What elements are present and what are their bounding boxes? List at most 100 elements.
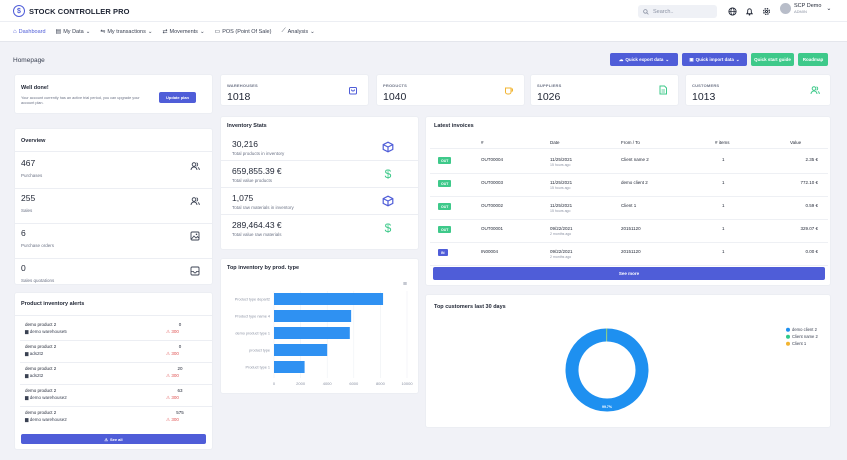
nav-my-transactions[interactable]: ⇋ My transactions ⌄ bbox=[100, 28, 152, 36]
alert-warehouse: ads2t2 bbox=[29, 373, 44, 378]
nav-analysis[interactable]: ⟋ Analysis ⌄ bbox=[281, 28, 314, 35]
quick-export-button[interactable]: ☁ Quick export data ⌄ bbox=[610, 53, 678, 66]
overview-sales-quotations[interactable]: 0 Sales quotations bbox=[15, 256, 212, 294]
search-input[interactable]: Search.. bbox=[638, 5, 717, 18]
alert-row[interactable]: demo product 2 ▆ demo warehouse5 0 ⚠ 300 bbox=[20, 319, 213, 341]
user-menu[interactable]: SCP Demo ADMIN ⌄ bbox=[780, 3, 831, 14]
invoice-date: 11/25/2021 bbox=[550, 180, 573, 185]
update-plan-button[interactable]: Update plan bbox=[159, 92, 196, 103]
alert-quantity: 63 bbox=[177, 388, 183, 393]
inventory-stat-label: Total value raw materials bbox=[232, 232, 282, 237]
legend-marker bbox=[786, 327, 790, 332]
roadmap-button[interactable]: Roadmap bbox=[798, 53, 828, 66]
chevron-down-icon: ⌄ bbox=[310, 28, 315, 35]
overview-sales[interactable]: 255 Sales bbox=[15, 186, 212, 224]
invoice-items: 1 bbox=[722, 180, 725, 185]
inventory-stat-value: 289,464.43 € bbox=[232, 220, 282, 230]
overview-purchases[interactable]: 467 Purchases bbox=[15, 151, 212, 189]
column-header-number: # bbox=[481, 140, 484, 145]
quick-import-button[interactable]: ▣ Quick import data ⌄ bbox=[682, 53, 747, 66]
invoice-row[interactable]: OUT OUT00001 09/22/2021 2 months ago 2015… bbox=[430, 221, 828, 243]
avatar bbox=[780, 3, 791, 14]
invoice-row[interactable]: OUT OUT00003 11/25/2021 15 hours ago demo… bbox=[430, 175, 828, 197]
stat-card-warehouses[interactable]: WAREHOUSES 1018 bbox=[220, 74, 369, 106]
inventory-stat-row: 30,216 Total products in inventory bbox=[221, 134, 418, 161]
nav-my-data[interactable]: ▤ My Data ⌄ bbox=[55, 28, 91, 36]
legend-marker bbox=[786, 341, 790, 346]
invoice-date: 11/25/2021 bbox=[550, 157, 573, 162]
see-all-button[interactable]: ⚠ See all bbox=[21, 434, 206, 444]
alert-quantity: 20 bbox=[177, 366, 183, 371]
invoice-type-badge: IN bbox=[438, 249, 448, 256]
invoice-number: OUT00004 bbox=[481, 157, 504, 162]
alert-row[interactable]: demo product 2 ▆ demo warehouse2 575 ⚠ 3… bbox=[20, 407, 213, 429]
category-label: Product type name 4 bbox=[235, 315, 270, 319]
alert-limit: 300 bbox=[171, 373, 179, 378]
inventory-stats-title: Inventory Stats bbox=[227, 123, 267, 129]
invoice-party: 20151120 bbox=[621, 249, 641, 254]
alert-product: demo product 2 bbox=[25, 410, 57, 415]
column-header-from-to: From / To bbox=[621, 140, 640, 145]
nav-label: Dashboard bbox=[18, 28, 46, 35]
see-more-button[interactable]: See more bbox=[433, 267, 825, 280]
bell-icon[interactable] bbox=[744, 6, 754, 16]
box-icon bbox=[382, 195, 394, 207]
warning-icon: ⚠ bbox=[166, 351, 171, 356]
invoice-row[interactable]: IN IN00004 09/22/2021 2 months ago 201511… bbox=[430, 244, 828, 266]
globe-icon[interactable] bbox=[727, 6, 737, 16]
chevron-down-icon: ⌄ bbox=[826, 6, 832, 12]
category-label: product type bbox=[249, 349, 270, 353]
bar bbox=[274, 344, 328, 356]
alert-row[interactable]: demo product 2 ▆ ads2t2 20 ⚠ 300 bbox=[20, 363, 213, 385]
nav-label: Analysis bbox=[287, 28, 309, 35]
legend-label: Client name 2 bbox=[792, 334, 819, 339]
bar bbox=[274, 327, 350, 339]
invoice-number: OUT00003 bbox=[481, 180, 504, 185]
nav-movements[interactable]: ⇄ Movements ⌄ bbox=[162, 28, 204, 36]
x-tick-label: 0 bbox=[273, 381, 276, 386]
chevron-down-icon: ⌄ bbox=[665, 56, 670, 62]
alert-row[interactable]: demo product 2 ▆ demo warehouse2 63 ⚠ 30… bbox=[20, 385, 213, 407]
stat-value: 1026 bbox=[537, 91, 561, 103]
pie-chart: 99.7% demo client 2 Client name 2 Client 1 bbox=[565, 327, 819, 412]
inventory-stat-row: 1,075 Total raw materials in inventory bbox=[221, 188, 418, 215]
legend-label: Client 1 bbox=[792, 341, 807, 346]
alert-row[interactable]: demo product 2 ▆ ads2t2 0 ⚠ 300 bbox=[20, 341, 213, 363]
user-name: SCP Demo bbox=[794, 3, 822, 9]
gear-icon[interactable] bbox=[761, 6, 771, 16]
app-logo[interactable]: $ STOCK CONTROLLER PRO bbox=[13, 5, 130, 17]
page-title: Homepage bbox=[13, 57, 45, 64]
invoice-row[interactable]: OUT OUT00004 11/25/2021 15 hours ago Clie… bbox=[430, 152, 828, 174]
warning-icon: ⚠ bbox=[166, 395, 171, 400]
see-all-label: See all bbox=[109, 436, 123, 442]
alert-product: demo product 2 bbox=[25, 366, 57, 371]
database-icon: ▤ bbox=[55, 29, 62, 35]
home-icon: ⌂ bbox=[13, 28, 17, 35]
slice-label: 99.7% bbox=[602, 405, 613, 409]
warning-icon: ⚠ bbox=[166, 373, 171, 378]
x-tick-label: 6000 bbox=[349, 381, 359, 386]
nav-dashboard[interactable]: ⌂ Dashboard bbox=[13, 29, 46, 35]
nav-pos[interactable]: ▭ POS (Point Of Sale) bbox=[215, 28, 272, 36]
bar bbox=[274, 310, 352, 322]
invoice-value: 0.00 € bbox=[805, 249, 818, 254]
invoice-row[interactable]: OUT OUT00002 11/25/2021 15 hours ago Clie… bbox=[430, 198, 828, 220]
stat-card-suppliers[interactable]: SUPPLIERS 1026 bbox=[530, 74, 679, 106]
stat-value: 1040 bbox=[383, 91, 407, 103]
invoice-date: 11/25/2021 bbox=[550, 203, 573, 208]
x-tick-label: 10000 bbox=[401, 381, 413, 386]
alert-limit: 300 bbox=[171, 329, 179, 334]
quick-start-guide-button[interactable]: Quick start guide bbox=[751, 53, 794, 66]
overview-purchase-orders[interactable]: 6 Purchase orders bbox=[15, 221, 212, 259]
overview-card: Overview 467 Purchases 255 Sales 6 Purch… bbox=[14, 128, 213, 285]
invoice-type-badge: OUT bbox=[438, 226, 452, 233]
overview-value: 6 bbox=[21, 228, 26, 238]
invoice-type-badge: OUT bbox=[438, 180, 452, 187]
dollar-icon: $ bbox=[384, 221, 392, 235]
stat-card-customers[interactable]: CUSTOMERS 1013 bbox=[685, 74, 831, 106]
stat-card-products[interactable]: PRODUCTS 1040 bbox=[376, 74, 525, 106]
menu-icon[interactable]: ≡ bbox=[402, 281, 407, 288]
inbox-icon bbox=[190, 266, 200, 276]
column-header-date: Date bbox=[550, 140, 560, 145]
invoice-type-badge: OUT bbox=[438, 157, 452, 164]
